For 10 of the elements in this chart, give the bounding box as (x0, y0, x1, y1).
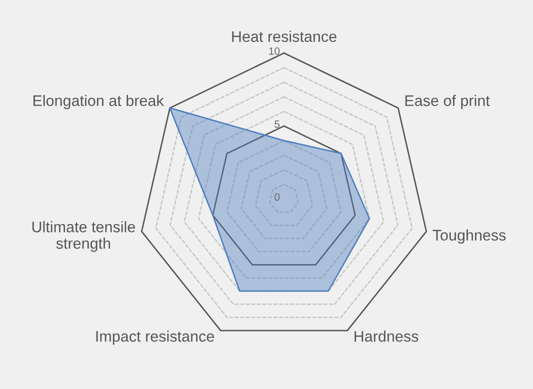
spoke-label: Ease of print (405, 94, 490, 110)
spoke-label: Elongation at break (33, 94, 164, 110)
spoke-label: Ultimate tensile strength (32, 221, 135, 252)
spoke-label: Impact resistance (96, 330, 214, 345)
spoke-label: Heat resistance (232, 30, 336, 42)
y-tick-label: 10 (269, 47, 280, 55)
spoke-label: Hardness (354, 330, 418, 342)
y-tick-label: 0 (274, 193, 280, 201)
y-tick-label: 5 (274, 120, 280, 128)
spoke-label: Toughness (432, 229, 506, 244)
